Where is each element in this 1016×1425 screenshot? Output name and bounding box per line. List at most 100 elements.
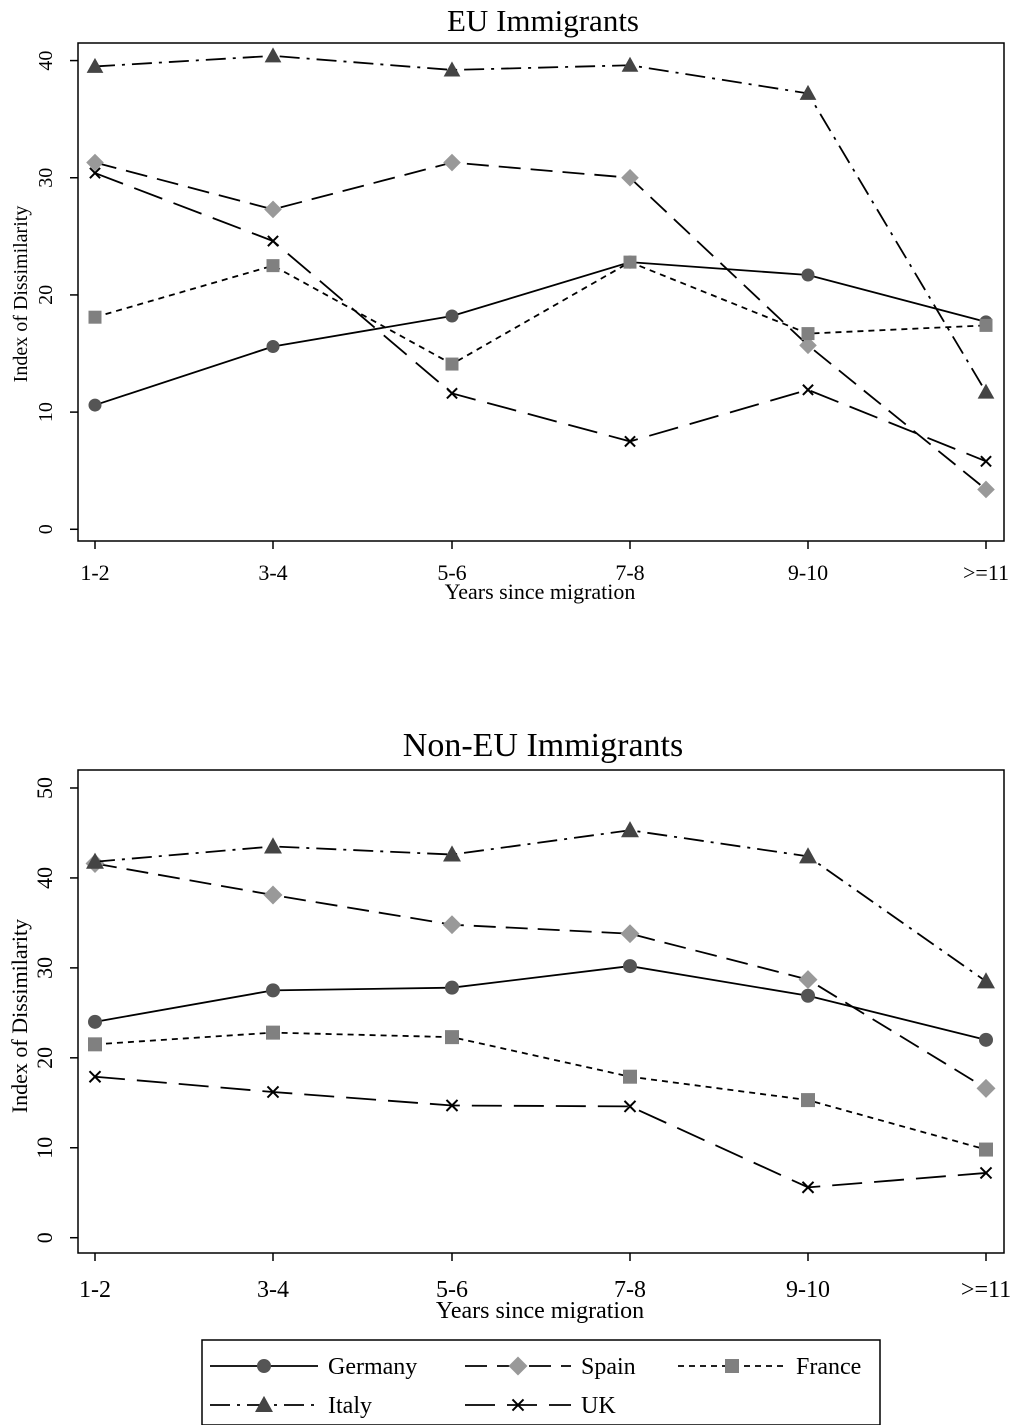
x-axis-label: Years since migration — [445, 579, 636, 604]
legend-item-italy: Italy — [210, 1393, 372, 1419]
legend-label: UK — [581, 1393, 616, 1419]
y-axis: 0 10 20 30 40 — [35, 51, 78, 534]
legend-marker — [255, 1395, 273, 1412]
data-point-uk — [445, 1099, 459, 1112]
series-uk — [89, 167, 992, 468]
series-spain — [86, 153, 995, 499]
data-point-france — [266, 259, 280, 273]
data-point-germany — [801, 268, 815, 282]
data-point-germany — [445, 309, 459, 323]
data-point-italy — [86, 57, 104, 73]
x-axis: 1-2 3-4 5-6 7-8 9-10 >=11 — [79, 1253, 1011, 1303]
legend-item-uk: UK — [465, 1393, 616, 1419]
series-line-spain — [94, 161, 987, 491]
x-tick-label: 7-8 — [615, 560, 644, 585]
legend: Germany Spain France Italy UK — [201, 1339, 881, 1425]
legend-marker — [725, 1359, 739, 1373]
data-point-germany — [623, 959, 637, 974]
data-point-france — [979, 1142, 993, 1157]
data-point-italy — [264, 47, 282, 63]
data-point-uk — [980, 455, 992, 468]
data-point-france — [445, 1030, 459, 1045]
chart-title: Non-EU Immigrants — [403, 727, 683, 764]
data-point-spain — [443, 153, 461, 172]
data-point-germany — [445, 980, 459, 995]
y-axis: 0 10 20 30 40 50 — [32, 777, 78, 1243]
data-point-uk — [801, 1181, 815, 1194]
series-germany — [88, 959, 993, 1047]
data-point-france — [623, 1069, 637, 1084]
series-line-spain — [94, 862, 987, 1090]
y-tick-label: 40 — [35, 51, 57, 71]
y-tick-label: 20 — [35, 285, 57, 305]
data-point-spain — [263, 885, 283, 905]
data-point-spain — [977, 480, 995, 499]
legend-item-spain: Spain — [465, 1354, 636, 1380]
data-point-spain — [798, 970, 818, 990]
x-tick-label: 5-6 — [436, 1277, 468, 1303]
x-tick-label: 1-2 — [79, 1277, 111, 1303]
series-france — [88, 1025, 993, 1157]
data-point-italy — [799, 84, 817, 100]
legend-label: Italy — [328, 1393, 372, 1419]
data-point-italy — [264, 837, 282, 854]
data-point-france — [623, 255, 637, 269]
data-point-uk — [802, 384, 814, 396]
data-point-germany — [266, 339, 280, 353]
data-point-germany — [266, 983, 280, 998]
series-uk — [88, 1070, 993, 1194]
y-tick-label: 0 — [32, 1232, 57, 1243]
data-point-germany — [979, 1032, 993, 1047]
series-line-uk — [94, 1075, 987, 1189]
legend-marker — [508, 1356, 528, 1376]
x-tick-label: 5-6 — [437, 560, 466, 585]
data-point-italy — [86, 852, 104, 869]
series-line-italy — [94, 54, 987, 393]
series-layer — [86, 47, 995, 499]
legend-item-germany: Germany — [210, 1354, 417, 1380]
data-point-uk — [89, 167, 101, 179]
legend-label: Germany — [328, 1354, 417, 1380]
y-tick-label: 40 — [32, 867, 57, 889]
data-point-spain — [264, 200, 282, 219]
x-axis: 1-2 3-4 5-6 7-8 9-10 >=11 — [80, 541, 1009, 585]
series-layer — [85, 821, 996, 1194]
series-france — [88, 255, 993, 371]
data-point-italy — [621, 56, 639, 72]
legend-label: France — [796, 1354, 861, 1380]
data-point-spain — [621, 168, 639, 187]
data-point-italy — [799, 847, 817, 864]
chart-non-eu-immigrants: Non-EU Immigrants 0 10 20 30 40 50 1-2 3-4 5-6 7… — [7, 727, 1011, 1324]
x-tick-label: 9-10 — [788, 560, 828, 585]
data-point-spain — [86, 153, 104, 172]
data-point-uk — [266, 1085, 280, 1099]
x-tick-label: >=11 — [963, 560, 1009, 585]
series-line-uk — [94, 172, 987, 463]
data-point-italy — [443, 845, 461, 862]
data-point-france — [445, 357, 459, 371]
x-tick-label: 9-10 — [786, 1277, 830, 1303]
data-point-germany — [801, 988, 815, 1003]
data-point-italy — [977, 972, 995, 989]
data-point-germany — [88, 398, 102, 412]
series-italy — [86, 821, 995, 989]
legend-marker — [257, 1359, 271, 1373]
chart-title: EU Immigrants — [447, 3, 639, 38]
series-line-italy — [94, 829, 987, 983]
data-point-spain — [976, 1078, 996, 1098]
data-point-france — [266, 1025, 280, 1040]
y-tick-label: 10 — [35, 402, 57, 422]
data-point-france — [979, 318, 993, 332]
x-tick-label: 7-8 — [614, 1277, 646, 1303]
data-point-spain — [799, 336, 817, 355]
x-tick-label: >=11 — [961, 1277, 1011, 1303]
legend-marker — [511, 1398, 525, 1412]
x-tick-label: 1-2 — [80, 560, 109, 585]
y-tick-label: 0 — [35, 524, 57, 534]
y-tick-label: 20 — [32, 1047, 57, 1069]
series-line-germany — [94, 261, 987, 406]
y-tick-label: 30 — [35, 168, 57, 188]
y-axis-label: Index of Dissimilarity — [7, 919, 32, 1113]
y-axis-label: Index of Dissimilarity — [10, 206, 32, 383]
